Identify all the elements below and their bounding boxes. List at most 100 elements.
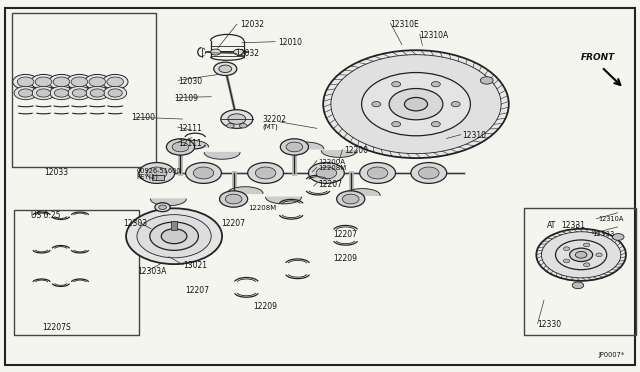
Circle shape xyxy=(155,203,170,212)
Circle shape xyxy=(308,163,344,183)
Circle shape xyxy=(392,81,401,87)
Circle shape xyxy=(239,124,247,128)
Text: 12209: 12209 xyxy=(253,302,277,311)
Circle shape xyxy=(214,62,237,76)
Text: US 0.25: US 0.25 xyxy=(31,211,60,220)
Text: 12033: 12033 xyxy=(44,169,68,177)
Circle shape xyxy=(411,163,447,183)
Circle shape xyxy=(570,248,593,262)
Text: 12333: 12333 xyxy=(592,231,614,237)
Bar xyxy=(14,210,139,335)
Text: 12111: 12111 xyxy=(178,124,202,133)
Circle shape xyxy=(19,89,33,97)
Text: 12209: 12209 xyxy=(333,254,357,263)
Circle shape xyxy=(227,124,234,128)
Circle shape xyxy=(166,139,195,155)
Circle shape xyxy=(126,208,222,264)
Text: 12032: 12032 xyxy=(240,20,264,29)
Circle shape xyxy=(193,167,214,179)
Circle shape xyxy=(392,122,401,127)
Circle shape xyxy=(431,122,440,127)
Circle shape xyxy=(49,74,74,89)
Circle shape xyxy=(32,86,55,100)
Circle shape xyxy=(150,222,198,250)
Bar xyxy=(171,221,177,230)
Polygon shape xyxy=(173,140,209,147)
Polygon shape xyxy=(321,151,357,157)
Circle shape xyxy=(404,97,428,111)
Circle shape xyxy=(90,89,104,97)
Circle shape xyxy=(220,191,248,207)
Circle shape xyxy=(89,77,106,87)
Circle shape xyxy=(86,86,109,100)
Circle shape xyxy=(108,89,122,97)
Circle shape xyxy=(431,81,440,87)
Circle shape xyxy=(360,163,396,183)
Circle shape xyxy=(211,49,221,55)
Text: 12010: 12010 xyxy=(278,38,302,47)
Text: 12303: 12303 xyxy=(123,219,147,228)
Circle shape xyxy=(14,86,37,100)
Bar xyxy=(12,13,156,167)
Circle shape xyxy=(372,102,381,107)
Bar xyxy=(152,175,164,180)
Circle shape xyxy=(161,229,187,244)
Text: 12200: 12200 xyxy=(344,146,369,155)
Circle shape xyxy=(71,77,88,87)
Circle shape xyxy=(331,55,501,154)
Circle shape xyxy=(342,194,359,204)
Circle shape xyxy=(68,86,91,100)
Circle shape xyxy=(556,240,607,270)
Text: 12207S: 12207S xyxy=(42,323,70,332)
Circle shape xyxy=(419,167,439,179)
Circle shape xyxy=(228,114,246,124)
Circle shape xyxy=(575,251,587,258)
Text: 13021: 13021 xyxy=(184,262,207,270)
Circle shape xyxy=(584,243,590,247)
Circle shape xyxy=(17,77,34,87)
Text: 12200A: 12200A xyxy=(318,159,345,165)
Text: 12207: 12207 xyxy=(221,219,244,228)
Circle shape xyxy=(584,263,590,267)
Text: 12310E: 12310E xyxy=(390,20,419,29)
Polygon shape xyxy=(288,142,324,149)
Text: JP0007*: JP0007* xyxy=(598,352,625,358)
Text: 12030: 12030 xyxy=(178,77,202,86)
Circle shape xyxy=(35,77,52,87)
Circle shape xyxy=(53,77,70,87)
Circle shape xyxy=(225,194,242,204)
Text: 12032: 12032 xyxy=(236,49,260,58)
Circle shape xyxy=(31,74,56,89)
Circle shape xyxy=(389,89,443,120)
Circle shape xyxy=(563,259,570,263)
Text: 12207: 12207 xyxy=(186,286,210,295)
Text: (MT): (MT) xyxy=(262,123,278,130)
Polygon shape xyxy=(150,199,186,206)
Circle shape xyxy=(139,163,175,183)
Circle shape xyxy=(147,167,167,179)
Text: 12207: 12207 xyxy=(333,230,357,239)
Text: 12100: 12100 xyxy=(131,113,155,122)
Circle shape xyxy=(219,65,232,73)
Circle shape xyxy=(107,77,124,87)
Text: 12208M: 12208M xyxy=(318,165,346,171)
Text: 12330: 12330 xyxy=(538,320,562,329)
Circle shape xyxy=(563,247,570,251)
Circle shape xyxy=(280,139,308,155)
Text: 12208M: 12208M xyxy=(248,205,276,211)
Circle shape xyxy=(367,167,388,179)
Circle shape xyxy=(36,89,51,97)
Circle shape xyxy=(137,215,211,258)
Circle shape xyxy=(316,167,337,179)
Circle shape xyxy=(50,86,73,100)
Circle shape xyxy=(612,234,624,240)
Polygon shape xyxy=(344,189,380,195)
Circle shape xyxy=(67,74,92,89)
Text: 32202: 32202 xyxy=(262,115,287,124)
Circle shape xyxy=(159,205,166,209)
Text: FRONT: FRONT xyxy=(581,53,616,62)
Circle shape xyxy=(362,73,470,136)
Circle shape xyxy=(481,77,493,84)
Circle shape xyxy=(234,49,244,55)
Polygon shape xyxy=(227,187,263,193)
